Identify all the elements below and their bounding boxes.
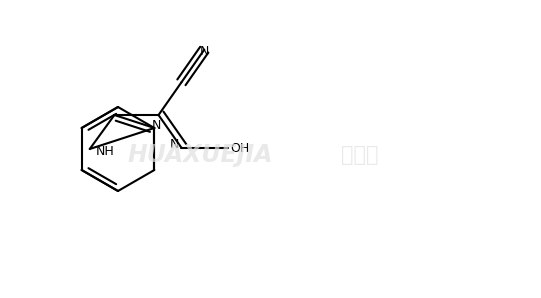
Text: NH: NH [96, 145, 115, 158]
Text: N: N [170, 138, 180, 151]
Text: HUAXUEJIA: HUAXUEJIA [127, 143, 273, 167]
Text: OH: OH [230, 142, 250, 155]
Text: 化学加: 化学加 [341, 145, 379, 165]
Text: N: N [200, 45, 209, 58]
Text: N: N [151, 119, 161, 132]
